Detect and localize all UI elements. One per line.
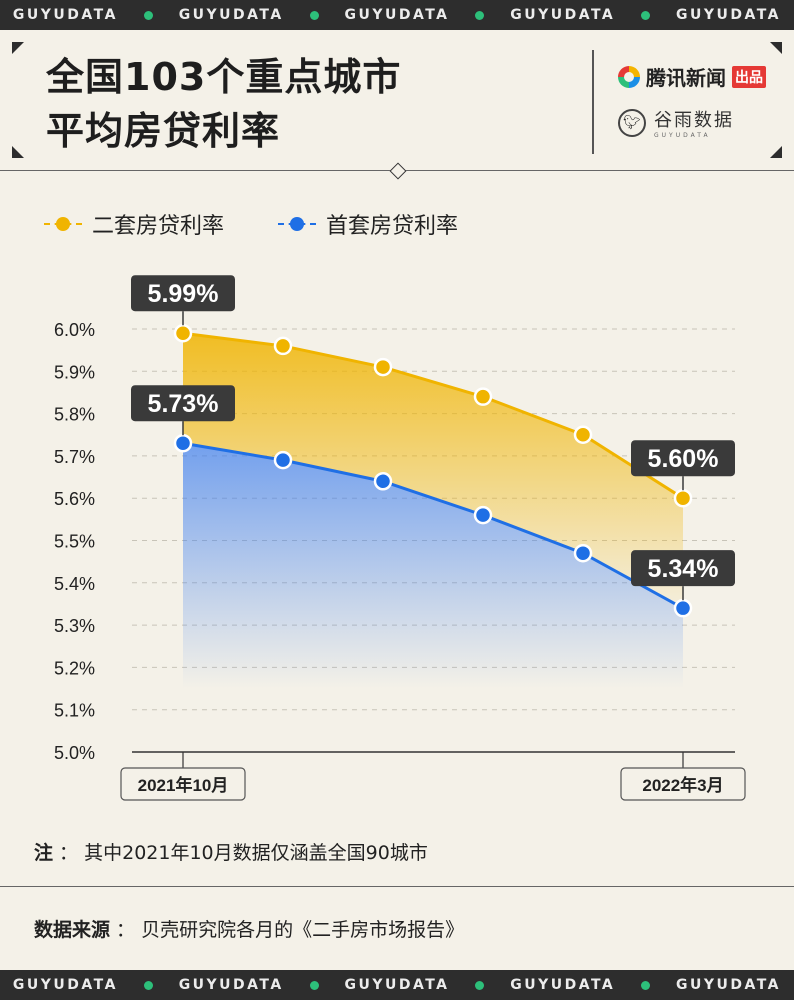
corner-mark-icon bbox=[770, 42, 782, 54]
brand-text: GUYUDATA bbox=[675, 7, 782, 23]
title-line-1: 全国103个重点城市 bbox=[46, 55, 402, 99]
tencent-news-logo: 腾讯新闻 出品 bbox=[618, 62, 766, 91]
legend-item-second-home: 二套房贷利率 bbox=[44, 208, 224, 240]
brand-text: GUYUDATA bbox=[510, 7, 616, 23]
data-point bbox=[473, 505, 493, 525]
data-label: 5.34% bbox=[648, 555, 719, 583]
data-point bbox=[573, 425, 593, 444]
title-line-2: 平均房贷利率 bbox=[46, 109, 281, 153]
x-tick-box bbox=[620, 767, 746, 801]
callout-box bbox=[631, 440, 735, 477]
corner-mark-icon bbox=[770, 146, 782, 158]
data-label: 5.73% bbox=[148, 390, 219, 418]
legend-swatch bbox=[278, 217, 316, 231]
data-point bbox=[373, 357, 393, 377]
data-point bbox=[173, 323, 193, 343]
series-area bbox=[183, 443, 683, 689]
data-point bbox=[473, 387, 493, 406]
corner-mark-icon bbox=[12, 42, 24, 54]
dot-icon bbox=[475, 10, 485, 20]
data-point bbox=[673, 598, 693, 618]
brand-text: GUYUDATA bbox=[12, 977, 118, 993]
dot-icon bbox=[143, 980, 153, 990]
data-point bbox=[173, 433, 193, 453]
logo2-sub: GUYUDATA bbox=[654, 132, 711, 139]
tencent-news-logo-icon bbox=[618, 65, 640, 88]
x-tick-label: 2022年3月 bbox=[642, 775, 723, 795]
dot-icon bbox=[309, 10, 319, 20]
data-point bbox=[573, 543, 593, 563]
corner-mark-icon bbox=[12, 146, 24, 158]
logo2-name: 谷雨数据 bbox=[654, 110, 734, 131]
y-tick-label: 5.6% bbox=[54, 489, 95, 509]
dot-icon bbox=[309, 980, 319, 990]
header: 全国103个重点城市 平均房贷利率 腾讯新闻 出品 🐦︎ 谷雨数据 GUYUDA… bbox=[0, 30, 794, 970]
brand-text: GUYUDATA bbox=[12, 7, 118, 23]
x-tick-label: 2021年10月 bbox=[138, 775, 229, 795]
brand-band-bottom: GUYUDATA GUYUDATA GUYUDATA GUYUDATA GUYU… bbox=[0, 970, 794, 1000]
data-point bbox=[373, 472, 393, 491]
note-label: 注 bbox=[34, 842, 54, 864]
dot-icon bbox=[475, 980, 485, 990]
brand-text: GUYUDATA bbox=[344, 977, 450, 993]
legend-label: 首套房贷利率 bbox=[326, 214, 459, 239]
y-tick-label: 5.0% bbox=[54, 743, 95, 763]
series-line bbox=[182, 331, 684, 500]
callout-box bbox=[131, 385, 235, 422]
note: 注 ： 其中2021年10月数据仅涵盖全国90城市 bbox=[34, 842, 428, 864]
x-tick-box bbox=[120, 767, 246, 801]
brand-text: GUYUDATA bbox=[178, 7, 284, 23]
data-point bbox=[273, 450, 293, 470]
data-point bbox=[673, 488, 693, 508]
source-text: 贝壳研究院各月的《二手房市场报告》 bbox=[141, 919, 465, 941]
legend-label: 二套房贷利率 bbox=[92, 214, 225, 239]
logo1-name: 腾讯新闻 bbox=[646, 66, 726, 90]
footer-rule bbox=[0, 886, 794, 887]
y-tick-label: 5.5% bbox=[54, 532, 95, 552]
y-tick-label: 5.1% bbox=[54, 701, 95, 721]
brand-band-top: GUYUDATA GUYUDATA GUYUDATA GUYUDATA GUYU… bbox=[0, 0, 794, 30]
y-tick-label: 5.8% bbox=[54, 405, 95, 425]
y-tick-label: 5.4% bbox=[54, 574, 95, 594]
y-tick-label: 6.0% bbox=[54, 320, 95, 340]
brand-text: GUYUDATA bbox=[344, 7, 450, 23]
source: 数据来源 ： 贝壳研究院各月的《二手房市场报告》 bbox=[34, 919, 465, 941]
series-area bbox=[183, 333, 683, 609]
brand-text: GUYUDATA bbox=[178, 977, 284, 993]
series-line bbox=[182, 441, 684, 610]
callout-box bbox=[631, 550, 735, 587]
data-label: 5.99% bbox=[148, 280, 219, 308]
data-point bbox=[273, 336, 293, 356]
y-tick-label: 5.9% bbox=[54, 362, 95, 382]
line-chart: 6.0% 5.9% 5.8% 5.7% 5.6% 5.5% 5.4% 5.3% 5.2% 5.1%… bbox=[54, 275, 746, 801]
legend-swatch bbox=[44, 217, 82, 231]
header-divider bbox=[592, 50, 594, 154]
guyu-bird-icon: 🐦︎ bbox=[618, 108, 646, 137]
data-label: 5.60% bbox=[648, 445, 719, 473]
page-title: 全国103个重点城市 平均房贷利率 bbox=[46, 50, 401, 158]
dot-icon bbox=[641, 980, 651, 990]
legend-item-first-home: 首套房贷利率 bbox=[278, 208, 458, 240]
note-text: 其中2021年10月数据仅涵盖全国90城市 bbox=[84, 842, 428, 864]
dot-icon bbox=[641, 10, 651, 20]
y-tick-label: 5.3% bbox=[54, 616, 95, 636]
source-label: 数据来源 bbox=[34, 919, 111, 941]
y-tick-label: 5.2% bbox=[54, 658, 95, 678]
logo1-tag: 出品 bbox=[732, 65, 766, 88]
dot-icon bbox=[143, 10, 153, 20]
y-tick-label: 5.7% bbox=[54, 447, 95, 467]
guyu-data-logo: 🐦︎ 谷雨数据 GUYUDATA bbox=[618, 106, 734, 139]
brand-text: GUYUDATA bbox=[675, 977, 782, 993]
callout-box bbox=[131, 275, 235, 312]
brand-text: GUYUDATA bbox=[510, 977, 616, 993]
